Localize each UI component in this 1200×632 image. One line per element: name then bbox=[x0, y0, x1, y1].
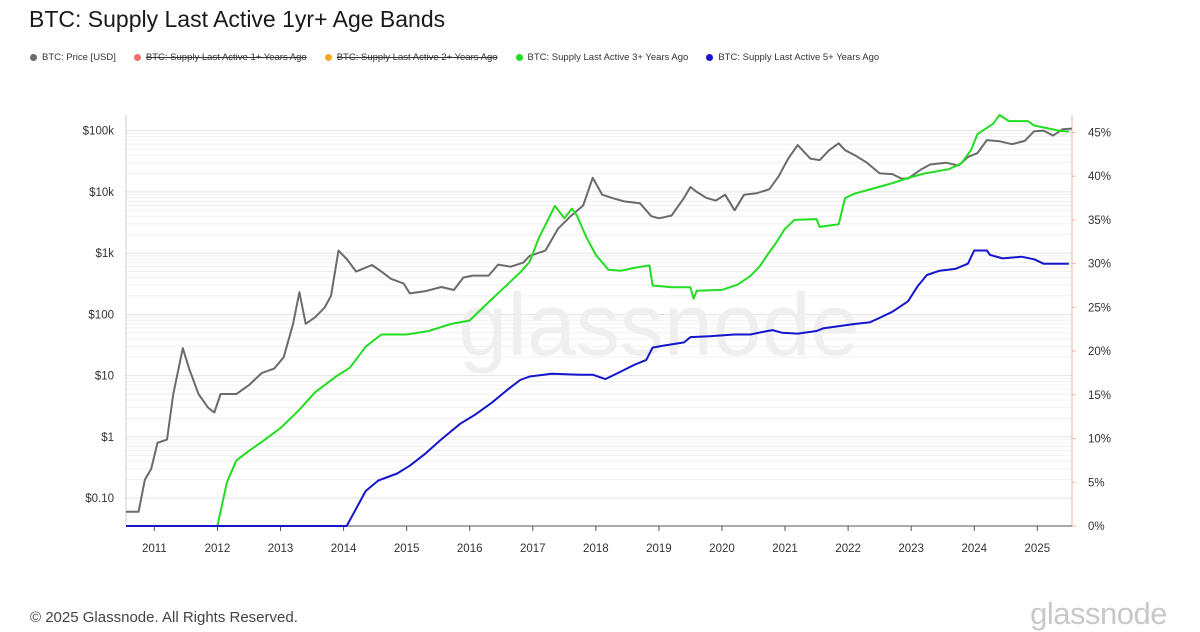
legend-dot-price bbox=[30, 54, 37, 61]
brand-logo: glassnode bbox=[1030, 596, 1167, 631]
legend-item-3y[interactable]: BTC: Supply Last Active 3+ Years Ago bbox=[515, 52, 689, 63]
y-left-tick-label: $0.10 bbox=[85, 493, 114, 505]
legend-label-5y: BTC: Supply Last Active 5+ Years Ago bbox=[718, 52, 880, 63]
y-right-tick-label: 5% bbox=[1088, 477, 1105, 489]
y-left-tick-label: $10k bbox=[89, 187, 114, 199]
legend-dot-1y bbox=[133, 54, 141, 61]
y-right-tick-label: 45% bbox=[1088, 127, 1111, 139]
y-left-tick-label: $100 bbox=[88, 309, 114, 321]
watermark-text: glassnode bbox=[458, 275, 859, 374]
legend-item-price[interactable]: BTC: Price [USD] bbox=[30, 52, 116, 63]
x-tick-label: 2016 bbox=[457, 543, 483, 555]
legend-label-3y: BTC: Supply Last Active 3+ Years Ago bbox=[527, 52, 689, 63]
x-tick-label: 2018 bbox=[583, 543, 609, 555]
y-left-tick-label: $1k bbox=[95, 248, 114, 260]
legend-label-2y: BTC: Supply Last Active 2+ Years Ago bbox=[336, 52, 498, 63]
x-tick-label: 2024 bbox=[961, 543, 987, 555]
legend-dot-3y bbox=[515, 54, 523, 61]
x-tick-label: 2022 bbox=[835, 543, 861, 555]
legend-label-1y: BTC: Supply Last Active 1+ Years Ago bbox=[145, 52, 307, 63]
legend-item-2y[interactable]: BTC: Supply Last Active 2+ Years Ago bbox=[324, 52, 498, 63]
legend-item-1y[interactable]: BTC: Supply Last Active 1+ Years Ago bbox=[133, 52, 307, 63]
y-right-tick-label: 10% bbox=[1088, 434, 1111, 446]
x-tick-label: 2025 bbox=[1025, 543, 1051, 555]
x-tick-label: 2019 bbox=[646, 543, 672, 555]
legend-dot-5y bbox=[706, 54, 714, 61]
y-right-tick-label: 30% bbox=[1088, 259, 1111, 271]
series-line-1 bbox=[126, 114, 1069, 527]
x-tick-label: 2012 bbox=[205, 543, 231, 555]
y-left-tick-label: $1 bbox=[101, 432, 114, 444]
legend-label-price: BTC: Price [USD] bbox=[42, 52, 116, 63]
x-tick-label: 2015 bbox=[394, 543, 420, 555]
x-tick-label: 2023 bbox=[898, 543, 924, 555]
y-right-tick-label: 20% bbox=[1088, 346, 1111, 358]
series-line-2 bbox=[126, 249, 1069, 527]
legend-item-5y[interactable]: BTC: Supply Last Active 5+ Years Ago bbox=[706, 52, 879, 63]
copyright-footer: © 2025 Glassnode. All Rights Reserved. bbox=[30, 609, 298, 626]
x-tick-label: 2011 bbox=[142, 543, 167, 555]
y-right-tick-label: 0% bbox=[1088, 521, 1105, 533]
x-tick-label: 2020 bbox=[709, 543, 735, 555]
x-tick-label: 2014 bbox=[331, 543, 357, 555]
x-tick-label: 2021 bbox=[772, 543, 798, 555]
y-right-tick-label: 35% bbox=[1088, 215, 1111, 227]
x-tick-label: 2013 bbox=[268, 543, 294, 555]
y-right-tick-label: 15% bbox=[1088, 390, 1111, 402]
y-left-tick-label: $10 bbox=[95, 371, 114, 383]
y-right-tick-label: 40% bbox=[1088, 171, 1111, 183]
chart-legend: BTC: Price [USD] BTC: Supply Last Active… bbox=[30, 52, 897, 63]
y-left-tick-label: $100k bbox=[83, 126, 115, 138]
y-right-tick-label: 25% bbox=[1088, 302, 1111, 314]
legend-dot-2y bbox=[324, 54, 332, 61]
x-tick-label: 2017 bbox=[520, 543, 546, 555]
chart-title: BTC: Supply Last Active 1yr+ Age Bands bbox=[29, 6, 446, 32]
